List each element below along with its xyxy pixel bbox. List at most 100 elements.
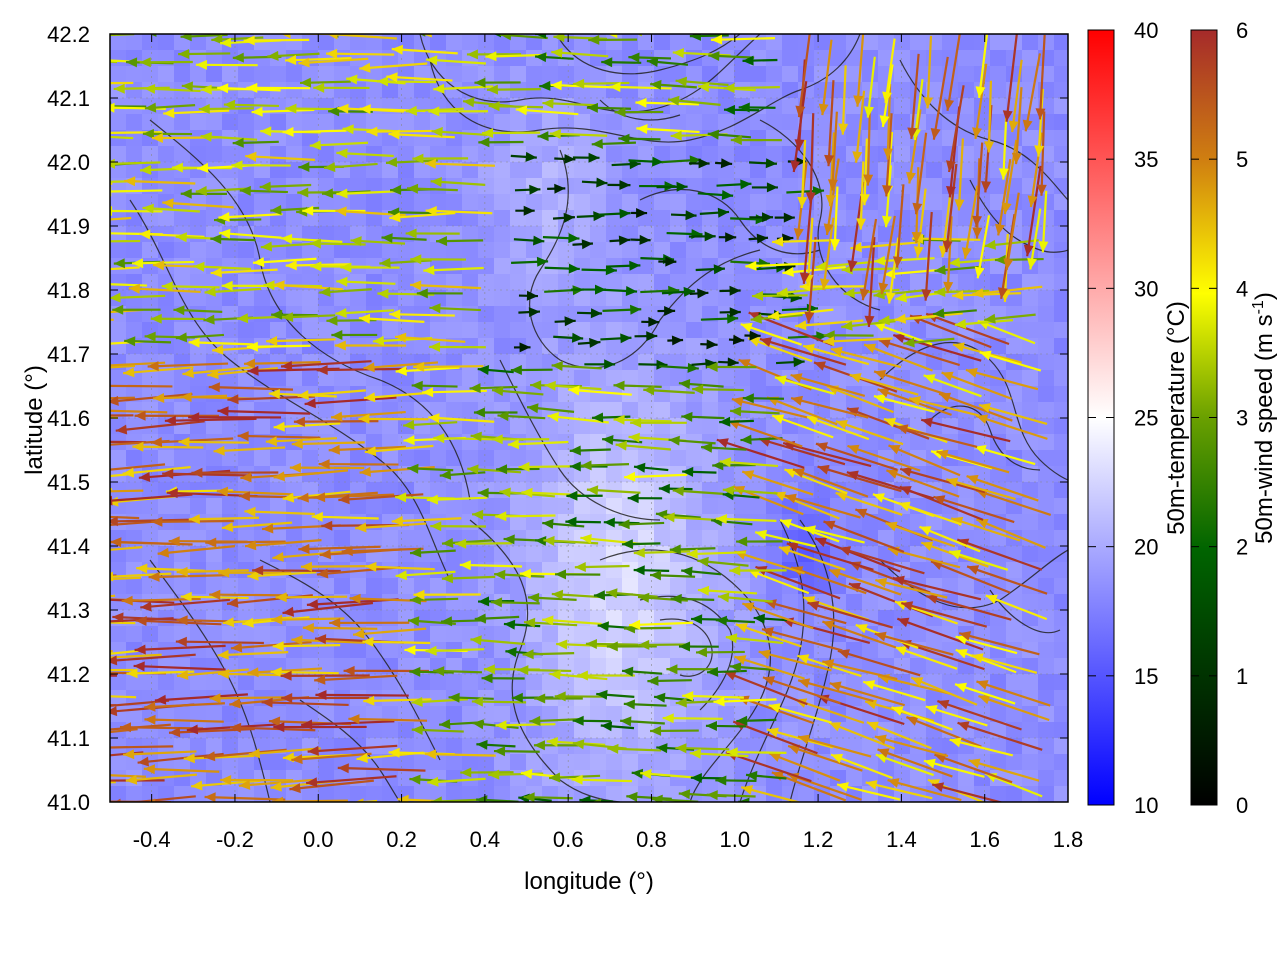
- temperature-cell: [686, 370, 703, 387]
- temperature-cell: [782, 82, 799, 99]
- temperature-cell: [990, 82, 1007, 99]
- wind-vector-shaft: [110, 653, 162, 659]
- temperature-cell: [238, 786, 255, 802]
- temperature-cell: [494, 658, 511, 675]
- temperature-cell: [350, 34, 367, 51]
- temperature-cell: [222, 578, 239, 595]
- wind-vector-head: [1022, 119, 1033, 132]
- wind-vector-shaft: [229, 726, 316, 732]
- wind-vector-head: [793, 357, 805, 368]
- temperature-cell: [1054, 50, 1068, 67]
- wind-vector-head: [725, 232, 737, 243]
- temperature-cell: [430, 130, 447, 147]
- wind-vector-shaft: [759, 337, 847, 366]
- wind-vector-head: [231, 160, 243, 171]
- temperature-cell: [110, 354, 127, 371]
- temperature-cell: [398, 370, 415, 387]
- wind-vector-head: [597, 621, 609, 632]
- wind-vector-head: [217, 406, 229, 417]
- temperature-cell: [782, 642, 799, 659]
- wind-vector-shaft: [827, 80, 835, 167]
- wind-vector-head: [865, 780, 878, 790]
- wind-vector-head: [766, 182, 778, 193]
- temperature-cell: [174, 210, 191, 227]
- temperature-cell: [318, 226, 335, 243]
- wind-vector-head: [430, 521, 442, 532]
- wind-vector-shaft: [208, 385, 294, 391]
- temperature-cell: [158, 210, 175, 227]
- temperature-cell: [766, 738, 783, 755]
- wind-vector-head: [716, 23, 727, 33]
- temperature-cell: [142, 274, 159, 291]
- wind-vector-head: [1003, 258, 1014, 270]
- temperature-cell: [1038, 258, 1055, 275]
- wind-vector-head: [911, 232, 922, 244]
- temperature-cell: [1054, 562, 1068, 579]
- temperature-cell: [414, 674, 431, 691]
- temperature-cell: [590, 370, 607, 387]
- wind-vector-head: [54, 754, 65, 764]
- wind-vector-head: [691, 614, 703, 625]
- temperature-cell: [446, 66, 463, 83]
- wind-vector-head: [281, 693, 293, 703]
- wind-vector-shaft: [782, 441, 872, 468]
- temperature-cell: [254, 450, 271, 467]
- wind-vector-shaft: [413, 365, 484, 369]
- wind-vector-head: [430, 796, 442, 802]
- temperature-cell: [174, 242, 191, 259]
- temperature-cell: [830, 82, 847, 99]
- temperature-cell: [894, 146, 911, 163]
- temperature-cell: [686, 498, 703, 515]
- temperature-cell: [398, 114, 415, 131]
- temperature-cell: [510, 306, 527, 323]
- wind-vector-head: [270, 205, 282, 215]
- wind-vector-head: [175, 332, 188, 343]
- wind-vector-head: [573, 78, 585, 89]
- temperature-cell: [542, 338, 559, 355]
- wind-vector-head: [984, 313, 996, 324]
- temperature-cell: [606, 530, 623, 547]
- wind-vector-shaft: [297, 389, 366, 397]
- temperature-cell: [830, 466, 847, 483]
- temperature-cell: [222, 674, 239, 691]
- wind-vector-head: [571, 774, 583, 785]
- temperature-cell: [142, 178, 159, 195]
- wind-vector-shaft: [176, 569, 249, 574]
- wind-vector-head: [955, 649, 968, 659]
- temperature-cell: [606, 578, 623, 595]
- wind-vector-shaft: [926, 35, 933, 109]
- temperature-cell: [142, 466, 159, 483]
- temperature-cell: [910, 610, 927, 627]
- temperature-cell: [830, 514, 847, 531]
- wind-vector-head: [882, 185, 892, 197]
- temperature-cell: [622, 498, 639, 515]
- wind-vector-shaft: [352, 801, 355, 802]
- temperature-cell: [462, 738, 479, 755]
- wind-vector-shaft: [266, 338, 336, 343]
- wind-vector-head: [729, 565, 741, 576]
- wind-vector-shaft: [937, 700, 1022, 731]
- wind-vector-head: [517, 665, 529, 676]
- temperature-cell: [702, 370, 719, 387]
- wind-vector-head: [586, 485, 599, 496]
- temperature-cell: [126, 450, 143, 467]
- temperature-cell: [382, 578, 399, 595]
- wind-vector-head: [961, 247, 972, 259]
- temperature-cell: [862, 754, 879, 771]
- temperature-cell: [462, 418, 479, 435]
- temperature-cell: [878, 658, 895, 675]
- wind-vector-head: [592, 412, 604, 423]
- wind-vector-head: [395, 492, 407, 503]
- wind-vector-head: [433, 666, 445, 677]
- wind-vector-head: [926, 594, 939, 604]
- temperature-cell: [622, 274, 639, 291]
- wind-vector-head: [590, 308, 602, 319]
- temperature-cell: [110, 114, 127, 131]
- temperature-cell: [574, 722, 591, 739]
- wind-vector-head: [413, 589, 425, 600]
- wind-vector-head: [618, 235, 631, 246]
- wind-vector-head: [74, 776, 85, 786]
- wind-vector-head: [282, 492, 295, 503]
- temperature-cell: [318, 658, 335, 675]
- wind-vector-head: [177, 670, 189, 680]
